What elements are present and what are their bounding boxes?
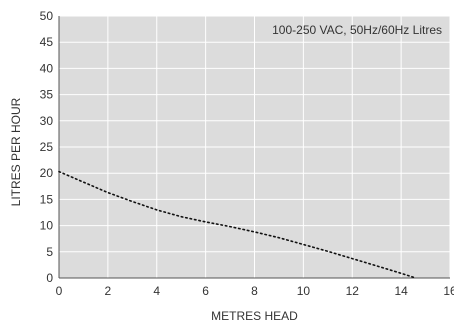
y-tick-label: 10 <box>40 219 54 233</box>
x-axis-label: METRES HEAD <box>211 309 298 323</box>
x-tick-label: 12 <box>346 284 360 298</box>
y-tick-label: 25 <box>40 140 54 154</box>
y-tick-label: 50 <box>40 9 54 23</box>
y-tick-label: 15 <box>40 192 54 206</box>
x-tick-label: 14 <box>394 284 408 298</box>
axes <box>58 16 450 279</box>
tick-labels: 0 2 4 6 8 10 12 14 16 0 5 10 15 20 25 30 35 40 45 50 <box>40 9 454 298</box>
y-tick-label: 35 <box>40 88 54 102</box>
y-tick-label: 5 <box>46 245 53 259</box>
x-tick-label: 16 <box>443 284 454 298</box>
x-tick-label: 10 <box>297 284 311 298</box>
y-tick-label: 20 <box>40 166 54 180</box>
x-tick-label: 6 <box>202 284 209 298</box>
y-tick-label: 40 <box>40 61 54 75</box>
x-tick-label: 0 <box>56 284 63 298</box>
chart-annotation: 100-250 VAC, 50Hz/60Hz Litres <box>272 23 442 37</box>
series <box>58 170 417 279</box>
series-line <box>58 170 417 279</box>
y-tick-label: 0 <box>46 271 53 285</box>
x-tick-label: 8 <box>251 284 258 298</box>
grid <box>59 15 451 278</box>
y-tick-label: 30 <box>40 114 54 128</box>
x-tick-label: 2 <box>105 284 112 298</box>
x-tick-label: 4 <box>153 284 160 298</box>
y-axis-label: LITRES PER HOUR <box>9 97 23 206</box>
y-tick-label: 45 <box>40 35 54 49</box>
